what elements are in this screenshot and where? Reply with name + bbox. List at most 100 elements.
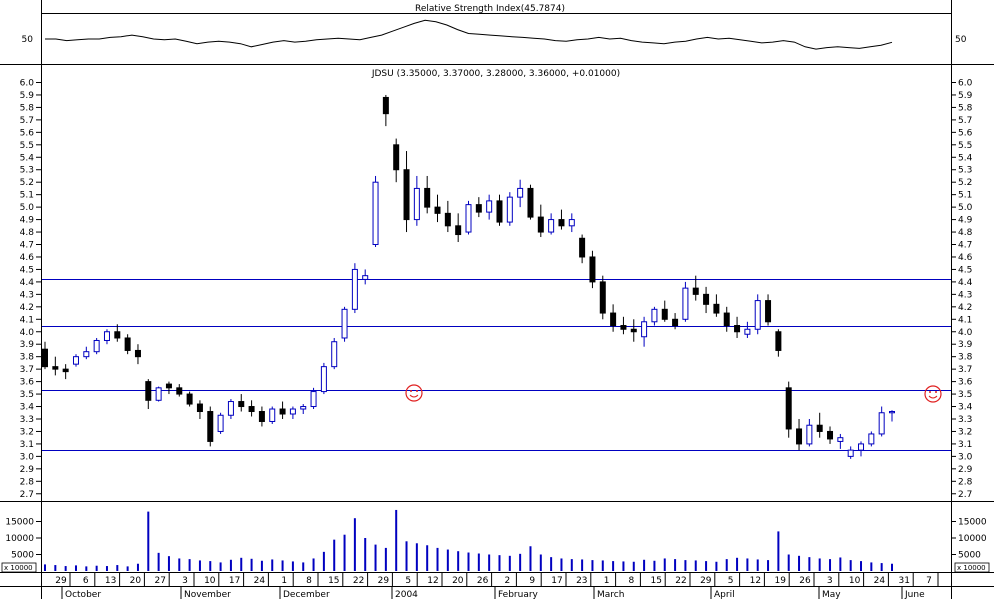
volume-multiplier-right: x 10000 bbox=[957, 564, 986, 572]
price-tick-label: 5.8 bbox=[958, 103, 973, 113]
candle bbox=[455, 213, 462, 243]
candle bbox=[269, 406, 276, 424]
candle bbox=[413, 175, 420, 226]
date-tick-label: 15 bbox=[650, 576, 661, 586]
volume-bar bbox=[457, 551, 460, 571]
volume-bar bbox=[353, 518, 356, 571]
candle bbox=[889, 410, 895, 422]
volume-bar bbox=[880, 563, 883, 571]
date-tick-label: 10 bbox=[849, 576, 861, 586]
volume-bar bbox=[260, 560, 263, 571]
volume-bar bbox=[229, 559, 232, 571]
candle bbox=[868, 431, 875, 447]
price-tick-label: 3.2 bbox=[958, 427, 972, 437]
candle bbox=[723, 306, 730, 332]
candle bbox=[145, 379, 152, 410]
candle bbox=[403, 151, 410, 233]
date-tick-label: 10 bbox=[204, 576, 216, 586]
price-tick-label: 2.9 bbox=[958, 465, 973, 475]
candle bbox=[765, 294, 772, 326]
price-tick-label: 3.9 bbox=[958, 340, 973, 350]
candle bbox=[661, 300, 668, 322]
candle bbox=[331, 337, 338, 370]
volume-bar bbox=[333, 539, 336, 571]
volume-bar bbox=[322, 551, 325, 571]
price-tick-label: 4.8 bbox=[958, 228, 973, 238]
volume-bar bbox=[405, 541, 408, 571]
volume-bar bbox=[95, 565, 98, 571]
candle bbox=[124, 334, 131, 355]
candle bbox=[238, 394, 245, 412]
candle bbox=[351, 263, 358, 314]
volume-bar bbox=[54, 565, 57, 571]
volume-tick-label: 10000 bbox=[5, 534, 34, 544]
price-tick-label: 2.7 bbox=[20, 490, 34, 500]
volume-bar bbox=[539, 554, 542, 571]
price-tick-label: 5.4 bbox=[20, 153, 35, 163]
candle bbox=[858, 441, 865, 457]
price-tick-label: 2.9 bbox=[20, 465, 35, 475]
volume-multiplier-left: x 10000 bbox=[4, 564, 33, 572]
date-tick-label: 19 bbox=[774, 576, 786, 586]
volume-bar bbox=[157, 552, 160, 571]
volume-bar bbox=[684, 560, 687, 571]
candle bbox=[134, 344, 141, 365]
price-tick-label: 3.5 bbox=[20, 390, 34, 400]
price-tick-label: 5.7 bbox=[20, 116, 34, 126]
volume-bar bbox=[756, 559, 759, 571]
price-tick-label: 5.1 bbox=[958, 191, 972, 201]
volume-bar bbox=[136, 563, 139, 571]
price-tick-label: 4.9 bbox=[20, 216, 35, 226]
candle bbox=[672, 313, 679, 330]
candle bbox=[527, 184, 534, 220]
volume-bar bbox=[839, 557, 842, 571]
candle bbox=[568, 213, 575, 233]
volume-bar bbox=[653, 560, 656, 571]
candle bbox=[227, 399, 234, 419]
volume-bar bbox=[374, 544, 377, 571]
volume-bar bbox=[426, 545, 429, 571]
candle bbox=[258, 406, 265, 427]
volume-bar bbox=[436, 547, 439, 571]
price-tick-label: 5.3 bbox=[20, 166, 34, 176]
candlesticks bbox=[42, 94, 895, 459]
candle bbox=[713, 294, 720, 317]
candle bbox=[734, 316, 741, 338]
price-tick-label: 4.5 bbox=[958, 265, 972, 275]
volume-bar bbox=[808, 557, 811, 571]
date-tick-label: 8 bbox=[306, 576, 312, 586]
volume-bar bbox=[508, 555, 511, 571]
date-tick-label: 24 bbox=[254, 576, 266, 586]
price-tick-label: 3.5 bbox=[958, 390, 972, 400]
rsi-tick-left: 50 bbox=[22, 35, 34, 45]
price-tick-label: 5.7 bbox=[958, 116, 972, 126]
candle bbox=[382, 94, 389, 127]
volume-bar bbox=[860, 561, 863, 571]
price-tick-label: 5.5 bbox=[20, 141, 34, 151]
candle bbox=[176, 384, 183, 397]
price-tick-label: 3.8 bbox=[20, 353, 35, 363]
candle bbox=[506, 192, 513, 226]
price-tick-label: 5.8 bbox=[20, 103, 35, 113]
price-tick-label: 4.8 bbox=[20, 228, 35, 238]
volume-bar bbox=[560, 558, 563, 571]
price-tick-label: 5.6 bbox=[20, 128, 35, 138]
candle bbox=[682, 281, 689, 322]
candle bbox=[651, 306, 658, 326]
candle bbox=[827, 426, 834, 444]
candle bbox=[279, 401, 286, 419]
date-tick-label: 26 bbox=[799, 576, 811, 586]
date-tick-label: 26 bbox=[477, 576, 489, 586]
price-tick-label: 4.3 bbox=[20, 290, 34, 300]
candle bbox=[754, 294, 761, 335]
month-label: 2004 bbox=[395, 590, 418, 599]
volume-bar bbox=[767, 560, 770, 571]
candle bbox=[465, 200, 472, 235]
candle bbox=[579, 234, 586, 264]
volume-bar bbox=[446, 549, 449, 571]
price-tick-label: 4.4 bbox=[20, 278, 35, 288]
candle bbox=[878, 406, 885, 437]
date-tick-label: 17 bbox=[551, 576, 562, 586]
volume-tick-label: 15000 bbox=[958, 518, 987, 528]
